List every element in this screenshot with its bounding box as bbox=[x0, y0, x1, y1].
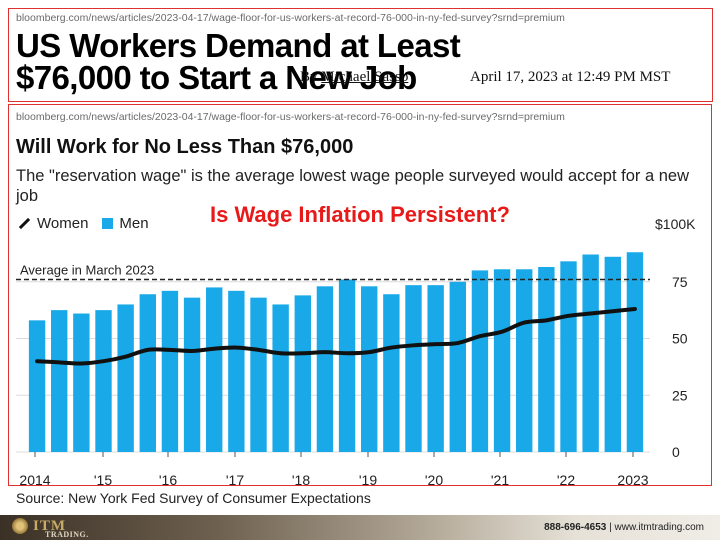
chart-title: Will Work for No Less Than $76,000 bbox=[16, 136, 354, 158]
overlay-question: Is Wage Inflation Persistent? bbox=[210, 202, 510, 227]
x-tick-label-3: '17 bbox=[226, 472, 244, 488]
footer-phone[interactable]: 888-696-4653 bbox=[544, 522, 607, 533]
author-link[interactable]: Michael Sasso bbox=[321, 69, 409, 85]
bar-men-mar-2014 bbox=[28, 320, 46, 452]
chart-url[interactable]: bloomberg.com/news/articles/2023-04-17/w… bbox=[16, 111, 565, 123]
bar-men-mar-2022 bbox=[560, 261, 577, 452]
bar-men-jul-2022 bbox=[582, 254, 599, 452]
bar-men-jul-2016 bbox=[183, 297, 201, 452]
x-tick-label-4: '18 bbox=[292, 472, 310, 488]
bar-men-nov-2019 bbox=[405, 285, 422, 452]
bar-men-nov-2022 bbox=[604, 256, 621, 452]
bar-men-nov-2016 bbox=[206, 287, 223, 452]
bar-men-mar-2017 bbox=[228, 290, 245, 452]
chart-source: Source: New York Fed Survey of Consumer … bbox=[16, 490, 371, 506]
bar-men-nov-2015 bbox=[139, 294, 156, 452]
bar-men-nov-2017 bbox=[272, 304, 289, 452]
article-headline: US Workers Demand at Least $76,000 to St… bbox=[16, 27, 461, 96]
coin-icon bbox=[12, 518, 28, 535]
footer-bar: ITM TRADING. 888-696-4653 | www.itmtradi… bbox=[0, 515, 720, 540]
y-tick-label-50: 50 bbox=[672, 331, 688, 347]
x-tick-label-8: '22 bbox=[557, 472, 575, 488]
itm-logo: ITM TRADING. bbox=[12, 517, 88, 539]
headline-highlight-frame bbox=[8, 8, 713, 102]
footer-website[interactable]: www.itmtrading.com bbox=[614, 522, 704, 533]
logo-text: ITM bbox=[33, 517, 66, 534]
chart-highlight-frame bbox=[8, 104, 712, 486]
footer-contact: 888-696-4653 | www.itmtrading.com bbox=[544, 522, 704, 533]
byline-prefix: By bbox=[300, 69, 318, 85]
bar-men-nov-2020 bbox=[471, 270, 489, 452]
article-byline: By Michael Sasso bbox=[300, 69, 408, 86]
bar-men-jul-2015 bbox=[117, 304, 134, 452]
article-date: April 17, 2023 at 12:49 PM MST bbox=[470, 69, 671, 85]
x-tick-label-6: '20 bbox=[425, 472, 443, 488]
men-bar-swatch bbox=[102, 218, 114, 229]
bar-men-mar-2016 bbox=[161, 290, 179, 452]
logo-subtext: TRADING. bbox=[45, 530, 89, 539]
bar-men-mar-2020 bbox=[427, 285, 444, 452]
bar-men-mar-2021 bbox=[493, 269, 511, 452]
y-tick-label-25: 25 bbox=[672, 387, 688, 403]
legend-women: Women bbox=[37, 215, 89, 232]
y-tick-label-0: 0 bbox=[672, 444, 680, 460]
bar-men-mar-2015 bbox=[95, 310, 112, 452]
bar-men-jul-2014 bbox=[51, 310, 68, 452]
x-tick-label-9: 2023 bbox=[617, 472, 648, 488]
x-tick-label-7: '21 bbox=[491, 472, 509, 488]
footer-separator: | bbox=[609, 522, 612, 533]
bar-men-mar-2019 bbox=[361, 286, 378, 452]
bar-men-jul-2019 bbox=[383, 294, 400, 452]
x-tick-label-2: '16 bbox=[159, 472, 177, 488]
bar-men-jul-2021 bbox=[516, 269, 533, 452]
bar-men-jul-2020 bbox=[449, 281, 466, 452]
bar-men-nov-2014 bbox=[73, 313, 90, 452]
chart-legend: Women Men bbox=[16, 215, 149, 232]
women-series-line bbox=[35, 306, 637, 366]
legend-men: Men bbox=[119, 215, 149, 232]
x-tick-label-1: '15 bbox=[94, 472, 112, 488]
bar-men-mar-2023 bbox=[626, 252, 644, 452]
article-url[interactable]: bloomberg.com/news/articles/2023-04-17/w… bbox=[16, 12, 565, 24]
x-tick-label-0: 2014 bbox=[19, 472, 50, 488]
chart-subtitle: The "reservation wage" is the average lo… bbox=[16, 167, 690, 205]
bar-men-jul-2018 bbox=[316, 286, 334, 452]
y-tick-label-75: 75 bbox=[672, 274, 688, 290]
y-axis-unit-label: $100K bbox=[655, 216, 696, 232]
bar-men-nov-2021 bbox=[538, 266, 555, 452]
bar-men-mar-2018 bbox=[294, 295, 311, 452]
bar-men-jul-2017 bbox=[250, 297, 267, 452]
reference-line-label: Average in March 2023 bbox=[20, 262, 154, 277]
bar-men-nov-2018 bbox=[338, 279, 356, 452]
x-tick-label-5: '19 bbox=[359, 472, 377, 488]
